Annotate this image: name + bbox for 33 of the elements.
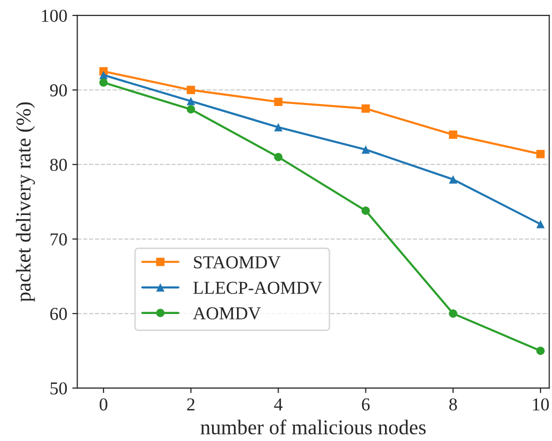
y-tick-label: 70 <box>50 233 67 246</box>
point <box>186 105 196 114</box>
legend-label: LLECP-AOMDV <box>193 282 322 294</box>
point <box>186 96 196 106</box>
point <box>99 78 108 87</box>
point <box>274 152 282 162</box>
y-tick-label: 60 <box>50 308 67 320</box>
y-axis-title: packet delivery rate (%) <box>16 102 35 302</box>
x-tick-label: 10 <box>533 398 549 411</box>
x-tick-label: 8 <box>449 398 457 411</box>
point <box>274 123 282 132</box>
point <box>362 206 370 215</box>
legend-label: AOMDV <box>193 307 261 320</box>
point <box>536 150 545 158</box>
y-tick-label: 100 <box>42 10 67 22</box>
point <box>448 130 458 139</box>
point <box>362 104 370 113</box>
x-tick-label: 2 <box>187 398 194 410</box>
point <box>536 346 545 355</box>
point <box>186 86 196 94</box>
point <box>536 220 545 228</box>
x-tick-label: 4 <box>274 398 283 410</box>
point <box>362 145 370 154</box>
x-tick-label: 6 <box>362 398 370 411</box>
x-axis-title: number of malicious nodes <box>200 420 426 434</box>
x-tick-label: 0 <box>100 398 108 411</box>
y-tick-label: 90 <box>50 84 67 96</box>
y-tick-label: 80 <box>50 158 67 171</box>
point <box>448 175 458 184</box>
point <box>448 309 458 318</box>
legend-label: STAOMDV <box>194 256 280 268</box>
y-tick-label: 50 <box>50 382 67 395</box>
point <box>274 98 282 106</box>
